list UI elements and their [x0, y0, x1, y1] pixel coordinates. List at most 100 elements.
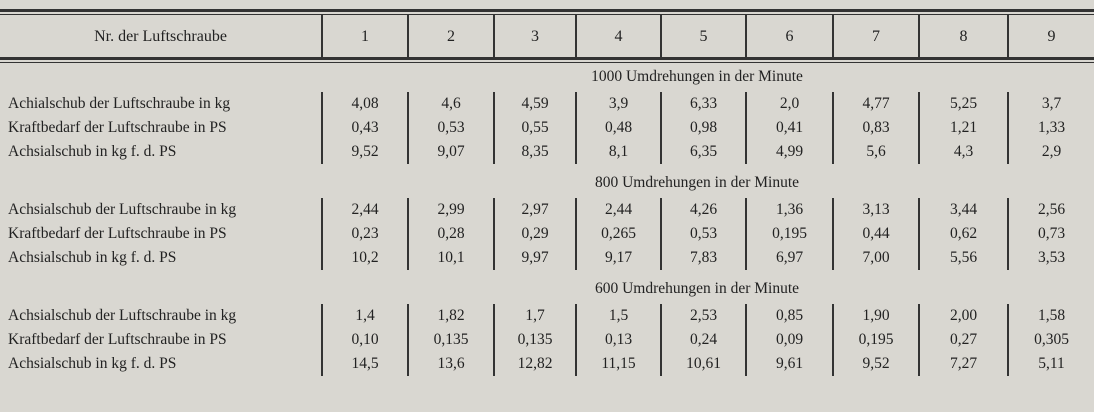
value-cell: 11,15 — [575, 352, 661, 376]
row-label: Kraftbedarf der Luftschraube in PS — [8, 225, 227, 242]
table-row: Achsialschub in kg f. d. PS 14,5 13,6 12,82… — [0, 352, 1094, 376]
value-cell: 10,1 — [407, 246, 494, 270]
value-cell: 0,27 — [918, 328, 1008, 352]
value-cell: 0,10 — [321, 328, 408, 352]
value-cell: 1,90 — [832, 304, 919, 328]
value-cell: 0,53 — [660, 222, 746, 246]
section-title-row: 1000 Umdrehungen in der Minute — [0, 58, 1094, 92]
value-cell: 0,23 — [321, 222, 408, 246]
value-cell: 2,53 — [660, 304, 746, 328]
value-cell: 0,62 — [918, 222, 1008, 246]
value-cell: 1,4 — [321, 304, 408, 328]
value-cell: 0,48 — [575, 116, 661, 140]
value-cell: 7,27 — [918, 352, 1008, 376]
value-cell: 14,5 — [321, 352, 408, 376]
value-cell: 6,33 — [660, 92, 746, 116]
value-cell: 3,7 — [1007, 92, 1094, 116]
value-cell: 1,7 — [493, 304, 576, 328]
value-cell: 2,00 — [918, 304, 1008, 328]
value-cell: 1,58 — [1007, 304, 1094, 328]
value-cell: 9,61 — [745, 352, 833, 376]
value-cell: 4,99 — [745, 140, 833, 164]
value-cell: 9,07 — [407, 140, 494, 164]
value-cell: 0,55 — [493, 116, 576, 140]
value-cell: 13,6 — [407, 352, 494, 376]
value-cell: 8,35 — [493, 140, 576, 164]
table-row: Achsialschub in kg f. d. PS 10,2 10,1 9,97 9… — [0, 246, 1094, 270]
value-cell: 0,73 — [1007, 222, 1094, 246]
value-cell: 3,9 — [575, 92, 661, 116]
header-double-rule — [0, 57, 1094, 63]
value-cell: 0,135 — [493, 328, 576, 352]
value-cell: 0,28 — [407, 222, 494, 246]
value-cell: 2,99 — [407, 198, 494, 222]
value-cell: 7,00 — [832, 246, 919, 270]
section-title: 1000 Umdrehungen in der Minute — [591, 68, 803, 85]
column-header: 2 — [407, 15, 494, 58]
value-cell: 1,36 — [745, 198, 833, 222]
value-cell: 0,305 — [1007, 328, 1094, 352]
column-header: 9 — [1007, 15, 1094, 58]
value-cell: 2,44 — [321, 198, 408, 222]
value-cell: 0,53 — [407, 116, 494, 140]
row-label: Achsialschub in kg f. d. PS — [8, 355, 177, 372]
value-cell: 6,97 — [745, 246, 833, 270]
column-header: 4 — [575, 15, 661, 58]
table-row: Kraftbedarf der Luftschraube in PS 0,43 0,… — [0, 116, 1094, 140]
value-cell: 0,41 — [745, 116, 833, 140]
value-cell: 2,9 — [1007, 140, 1094, 164]
column-header: 1 — [321, 15, 408, 58]
value-cell: 1,82 — [407, 304, 494, 328]
row-label: Achsialschub in kg f. d. PS — [8, 143, 177, 160]
value-cell: 0,44 — [832, 222, 919, 246]
value-cell: 2,56 — [1007, 198, 1094, 222]
value-cell: 9,17 — [575, 246, 661, 270]
row-label: Achsialschub der Luftschraube in kg — [8, 201, 237, 218]
value-cell: 4,59 — [493, 92, 576, 116]
column-header: 3 — [493, 15, 576, 58]
value-cell: 9,52 — [832, 352, 919, 376]
section-title: 600 Umdrehungen in der Minute — [594, 280, 800, 297]
section-title-row: 800 Umdrehungen in der Minute — [0, 164, 1094, 198]
value-cell: 0,83 — [832, 116, 919, 140]
value-cell: 5,11 — [1007, 352, 1094, 376]
value-cell: 4,6 — [407, 92, 494, 116]
value-cell: 1,21 — [918, 116, 1008, 140]
value-cell: 2,44 — [575, 198, 661, 222]
value-cell: 10,61 — [660, 352, 746, 376]
column-header: 6 — [745, 15, 833, 58]
value-cell: 4,08 — [321, 92, 408, 116]
value-cell: 3,53 — [1007, 246, 1094, 270]
column-header: 5 — [660, 15, 746, 58]
row-label: Kraftbedarf der Luftschraube in PS — [8, 331, 227, 348]
value-cell: 0,135 — [407, 328, 494, 352]
value-cell: 0,85 — [745, 304, 833, 328]
value-cell: 4,3 — [918, 140, 1008, 164]
section-title: 800 Umdrehungen in der Minute — [594, 174, 800, 191]
table-row: Kraftbedarf der Luftschraube in PS 0,10 0,… — [0, 328, 1094, 352]
value-cell: 1,33 — [1007, 116, 1094, 140]
value-cell: 1,5 — [575, 304, 661, 328]
value-cell: 12,82 — [493, 352, 576, 376]
top-double-rule — [0, 9, 1094, 15]
value-cell: 7,83 — [660, 246, 746, 270]
propeller-table: Nr. der Luftschraube 1 2 3 4 5 6 7 8 9 1000 Umdreh… — [0, 15, 1094, 376]
value-cell: 3,44 — [918, 198, 1008, 222]
value-cell: 5,56 — [918, 246, 1008, 270]
value-cell: 8,1 — [575, 140, 661, 164]
value-cell: 0,09 — [745, 328, 833, 352]
row-label: Achialschub der Luftschraube in kg — [8, 95, 231, 112]
table-row: Achialschub der Luftschraube in kg 4,08 4,… — [0, 92, 1094, 116]
table-row: Kraftbedarf der Luftschraube in PS 0,23 0,… — [0, 222, 1094, 246]
value-cell: 2,0 — [745, 92, 833, 116]
value-cell: 3,13 — [832, 198, 919, 222]
value-cell: 4,77 — [832, 92, 919, 116]
value-cell: 0,195 — [745, 222, 833, 246]
value-cell: 4,26 — [660, 198, 746, 222]
row-label: Achsialschub der Luftschraube in kg — [8, 307, 237, 324]
header-row: Nr. der Luftschraube 1 2 3 4 5 6 7 8 9 — [0, 15, 1094, 58]
value-cell: 0,43 — [321, 116, 408, 140]
column-header: 8 — [918, 15, 1008, 58]
column-header: 7 — [832, 15, 919, 58]
section-title-row: 600 Umdrehungen in der Minute — [0, 270, 1094, 304]
